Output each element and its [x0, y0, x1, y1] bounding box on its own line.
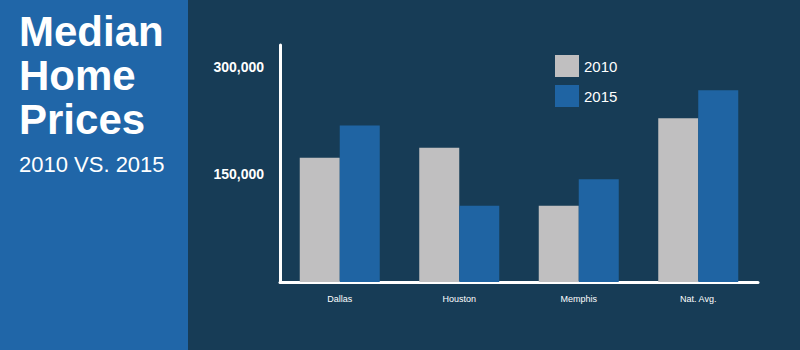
svg-text:2010: 2010 — [584, 58, 617, 75]
svg-text:Nat. Avg.: Nat. Avg. — [680, 294, 716, 304]
svg-text:Dallas: Dallas — [327, 294, 353, 304]
svg-text:Houston: Houston — [442, 294, 476, 304]
svg-text:150,000: 150,000 — [213, 166, 264, 182]
svg-text:2010 VS. 2015: 2010 VS. 2015 — [19, 152, 165, 177]
svg-text:300,000: 300,000 — [213, 59, 264, 75]
svg-text:2015: 2015 — [584, 88, 617, 105]
svg-text:Median: Median — [19, 8, 175, 55]
svg-text:Prices: Prices — [19, 96, 145, 143]
svg-text:Home: Home — [19, 52, 147, 99]
svg-text:Memphis: Memphis — [560, 294, 597, 304]
